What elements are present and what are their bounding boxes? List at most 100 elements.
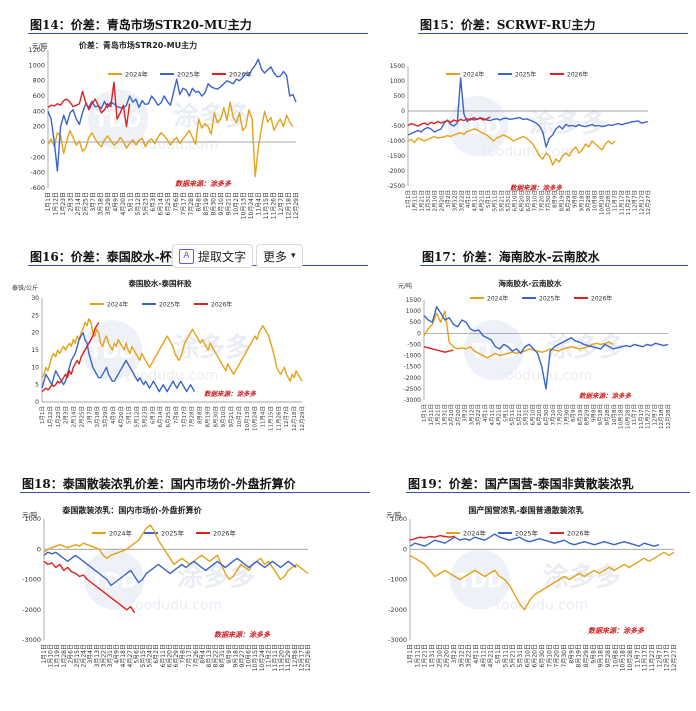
series-line [43, 560, 136, 614]
legend-label: 2025年 [515, 71, 536, 79]
x-tick-label: 3月18日 [98, 192, 105, 215]
legend-label: 2026年 [213, 529, 237, 538]
legend-label: 2024年 [125, 70, 149, 79]
x-tick-label: 5月24日 [147, 644, 154, 667]
x-tick-label: 8月9日 [570, 404, 577, 422]
chart-panel-17: 图17：价差：海南胶水-云南胶水 TDD 涂多多 toodudu.com -3000-… [370, 240, 696, 465]
extract-text-button[interactable]: A 提取文字 [172, 244, 254, 268]
x-tick-label: 4月11日 [472, 190, 479, 212]
watermark-brand: 涂多多 [529, 108, 607, 139]
x-tick-label: 8月13日 [206, 644, 213, 667]
x-tick-label: 11月7日 [634, 644, 641, 667]
x-tick-label: 1月28日 [61, 644, 68, 667]
legend-label: 2025年 [515, 529, 539, 538]
x-tick-label: 4月11日 [489, 404, 496, 426]
watermark-logo-icon [450, 549, 510, 610]
legend-label: 2025年 [177, 70, 201, 79]
x-tick-label: 9月28日 [604, 404, 611, 426]
x-tick-label: 7月20日 [538, 190, 545, 212]
series-line [423, 306, 669, 390]
x-tick-label: 8月29日 [565, 190, 572, 212]
source-note: 数据来源：涂多多 [214, 630, 271, 639]
x-tick-label: 8月29日 [583, 644, 590, 667]
x-tick-label: 11月29日 [285, 644, 292, 671]
y-tick-label: 1200 [28, 46, 45, 54]
y-tick-label: 20 [31, 330, 39, 337]
x-tick-label: 1月10日 [48, 644, 55, 667]
x-tick-label: 5月31日 [505, 190, 512, 212]
x-tick-label: 4月11日 [480, 644, 487, 667]
series-line [423, 346, 454, 353]
y-tick-label: 400 [33, 107, 45, 115]
x-tick-label: 6月25日 [165, 192, 172, 215]
title-rule [28, 33, 368, 34]
x-tick-label: 4月1日 [482, 404, 489, 422]
x-tick-label: 2月14日 [75, 192, 82, 215]
x-tick-label: 12月18日 [285, 192, 292, 219]
series-line [409, 551, 675, 611]
x-tick-label: 6月10日 [524, 644, 531, 667]
x-tick-label: 10月24日 [252, 406, 259, 431]
x-tick-label: 2月25日 [78, 406, 85, 428]
legend-label: 2024年 [463, 71, 484, 79]
watermark-brand: 涂多多 [543, 562, 621, 593]
x-tick-label: 10月2日 [233, 192, 240, 215]
x-tick-label: 3月22日 [475, 404, 482, 426]
watermark-brand: 涂多多 [177, 562, 255, 593]
series-line [423, 310, 614, 359]
x-tick-label: 7月17日 [180, 192, 187, 215]
x-tick-label: 12月29日 [299, 406, 306, 431]
x-tick-label: 7月28日 [189, 406, 196, 428]
x-tick-label: 4月21日 [496, 404, 503, 426]
x-tick-label: 5月23日 [141, 406, 148, 428]
y-tick-label: -2500 [404, 386, 422, 393]
x-tick-label: 6月20日 [532, 644, 539, 667]
chart-panel-15: 图15：价差：SCRWF-RU主力 TDD 涂多多 toodudu.com -2500… [370, 0, 696, 240]
x-tick-label: 11月11日 [272, 644, 279, 671]
x-tick-label: 4月18日 [120, 644, 127, 667]
x-tick-label: 6月30日 [539, 644, 546, 667]
x-tick-label: 8月9日 [568, 644, 575, 664]
y-tick-label: 500 [394, 93, 406, 100]
x-tick-label: 12月29日 [293, 192, 300, 219]
x-tick-label: 10月15日 [252, 644, 259, 671]
x-tick-label: 5月11日 [509, 404, 516, 426]
chevron-down-icon: ▾ [291, 251, 296, 261]
legend-label: 2025年 [539, 295, 560, 303]
x-tick-label: 6月25日 [165, 406, 172, 428]
x-tick-label: 2月10日 [448, 404, 455, 426]
x-tick-label: 4月21日 [488, 644, 495, 667]
x-tick-label: 6月3日 [149, 406, 156, 424]
x-tick-label: 3月2日 [445, 190, 452, 208]
x-tick-label: 11月27日 [645, 404, 652, 429]
x-tick-label: 4月21日 [478, 190, 485, 212]
y-tick-label: 0 [41, 138, 45, 146]
x-tick-label: 12月7日 [278, 192, 285, 215]
y-tick-label: -2000 [388, 168, 406, 175]
chart-panel-19: 图19：价差：国产国营-泰国非黄散装浓乳 TDD 涂多多 toodudu.com -3… [370, 465, 696, 711]
x-tick-label: 5月1日 [128, 192, 135, 212]
watermark-logo: TDD [471, 339, 518, 363]
x-tick-label: 7月6日 [173, 406, 180, 424]
chart-svg: TDD 涂多多toodudu.com-600-400-20002004006008… [28, 40, 300, 219]
more-button[interactable]: 更多 ▾ [256, 244, 303, 268]
x-tick-label: 10月18日 [598, 190, 605, 215]
x-tick-label: 2月20日 [438, 190, 445, 212]
source-note: 数据来源：涂多多 [579, 392, 632, 400]
x-tick-label: 11月26日 [275, 406, 282, 431]
x-tick-label: 1月11日 [428, 404, 435, 426]
legend-label: 2025年 [161, 529, 185, 538]
x-tick-label: 4月20日 [120, 192, 127, 215]
title-rule [20, 492, 370, 493]
x-tick-label: 2月6日 [67, 644, 74, 664]
x-tick-label: 2月3日 [68, 192, 75, 212]
x-tick-label: 5月6日 [133, 644, 140, 664]
legend-label: 2026年 [229, 70, 253, 79]
series-line [41, 318, 303, 382]
chart-title: 海南胶水-云南胶水 [498, 278, 562, 288]
unit-label: 元/吨 [22, 510, 38, 519]
chart-panel-16: 图16：价差：泰国胶水-杯胶 TDD 涂多多 toodudu.com 0 5 10 15 20… [0, 240, 380, 465]
x-tick-label: 10月24日 [248, 192, 255, 219]
legend-label: 2024年 [107, 301, 128, 309]
x-tick-label: 2月20日 [444, 644, 451, 667]
